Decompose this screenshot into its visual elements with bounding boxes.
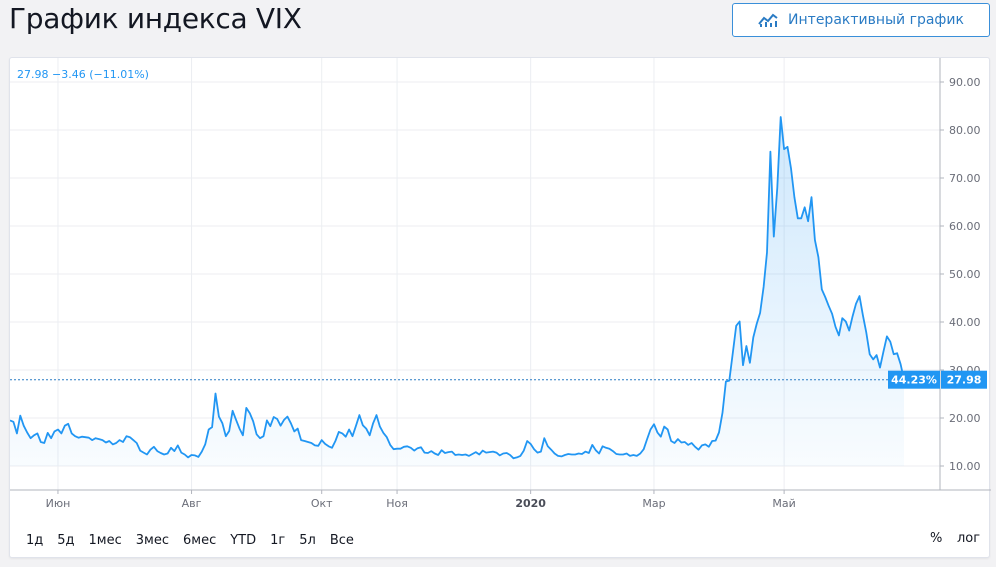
range-button-0[interactable]: 1д bbox=[26, 532, 44, 548]
range-button-5[interactable]: YTD bbox=[230, 532, 257, 548]
range-button-8[interactable]: Все bbox=[329, 532, 354, 548]
last-price-marker: 44.23% 27.98 bbox=[10, 370, 987, 389]
range-button-6[interactable]: 1г bbox=[270, 532, 286, 548]
y-tick-label: 10.00 bbox=[949, 460, 981, 473]
y-tick-label: 70.00 bbox=[949, 172, 981, 185]
x-tick-label: Окт bbox=[311, 497, 333, 510]
last-percent-label: 44.23% bbox=[891, 374, 937, 387]
y-tick-label: 50.00 bbox=[949, 268, 981, 281]
legend-last-value: 27.98 bbox=[17, 68, 49, 81]
range-selector: 1д 5д 1мес 3мес 6мес YTD 1г 5л Все bbox=[10, 528, 354, 552]
x-tick-label: 2020 bbox=[515, 497, 546, 510]
y-tick-label: 80.00 bbox=[949, 124, 981, 137]
range-button-7[interactable]: 5л bbox=[299, 532, 316, 548]
x-tick-label: Авг bbox=[182, 497, 202, 510]
y-tick-label: 90.00 bbox=[949, 76, 981, 89]
vix-chart[interactable]: 10.0020.0030.0040.0050.0060.0070.0080.00… bbox=[10, 58, 991, 528]
legend: 27.98 −3.46 (−11.01%) bbox=[17, 68, 149, 81]
range-button-2[interactable]: 1мес bbox=[88, 532, 122, 548]
legend-change: −3.46 (−11.01%) bbox=[52, 68, 149, 81]
x-tick-label: Май bbox=[772, 497, 795, 510]
y-tick-label: 40.00 bbox=[949, 316, 981, 329]
log-toggle[interactable]: лог bbox=[957, 531, 981, 546]
range-button-1[interactable]: 5д bbox=[57, 532, 75, 548]
x-tick-label: Июн bbox=[46, 497, 71, 510]
page-title: График индекса VIX bbox=[9, 2, 302, 35]
range-button-4[interactable]: 6мес bbox=[183, 532, 217, 548]
percent-toggle[interactable]: % bbox=[930, 531, 943, 546]
range-button-3[interactable]: 3мес bbox=[135, 532, 169, 548]
x-tick-label: Мар bbox=[642, 497, 665, 510]
y-tick-label: 20.00 bbox=[949, 412, 981, 425]
x-axis-ticks: Июн Авг Окт Ноя 2020 Мар Май bbox=[46, 490, 796, 510]
area-fill bbox=[10, 116, 905, 466]
chart-icon bbox=[758, 13, 778, 27]
series-line-vix bbox=[10, 116, 905, 460]
y-tick-label: 60.00 bbox=[949, 220, 981, 233]
last-price-box bbox=[941, 370, 987, 389]
interactive-chart-button[interactable]: Интерактивный график bbox=[732, 3, 990, 37]
y-axis-ticks: 10.0020.0030.0040.0050.0060.0070.0080.00… bbox=[940, 76, 981, 473]
interactive-chart-label: Интерактивный график bbox=[788, 12, 964, 28]
grid-lines bbox=[10, 58, 940, 490]
last-percent-box bbox=[888, 370, 940, 389]
series-area bbox=[10, 117, 904, 466]
x-tick-label: Ноя bbox=[386, 497, 408, 510]
last-price-label: 27.98 bbox=[947, 374, 982, 387]
chart-card: 10.00 20.00 30.00 40.00 50.00 60.00 70.00 80.00… bbox=[9, 57, 991, 558]
